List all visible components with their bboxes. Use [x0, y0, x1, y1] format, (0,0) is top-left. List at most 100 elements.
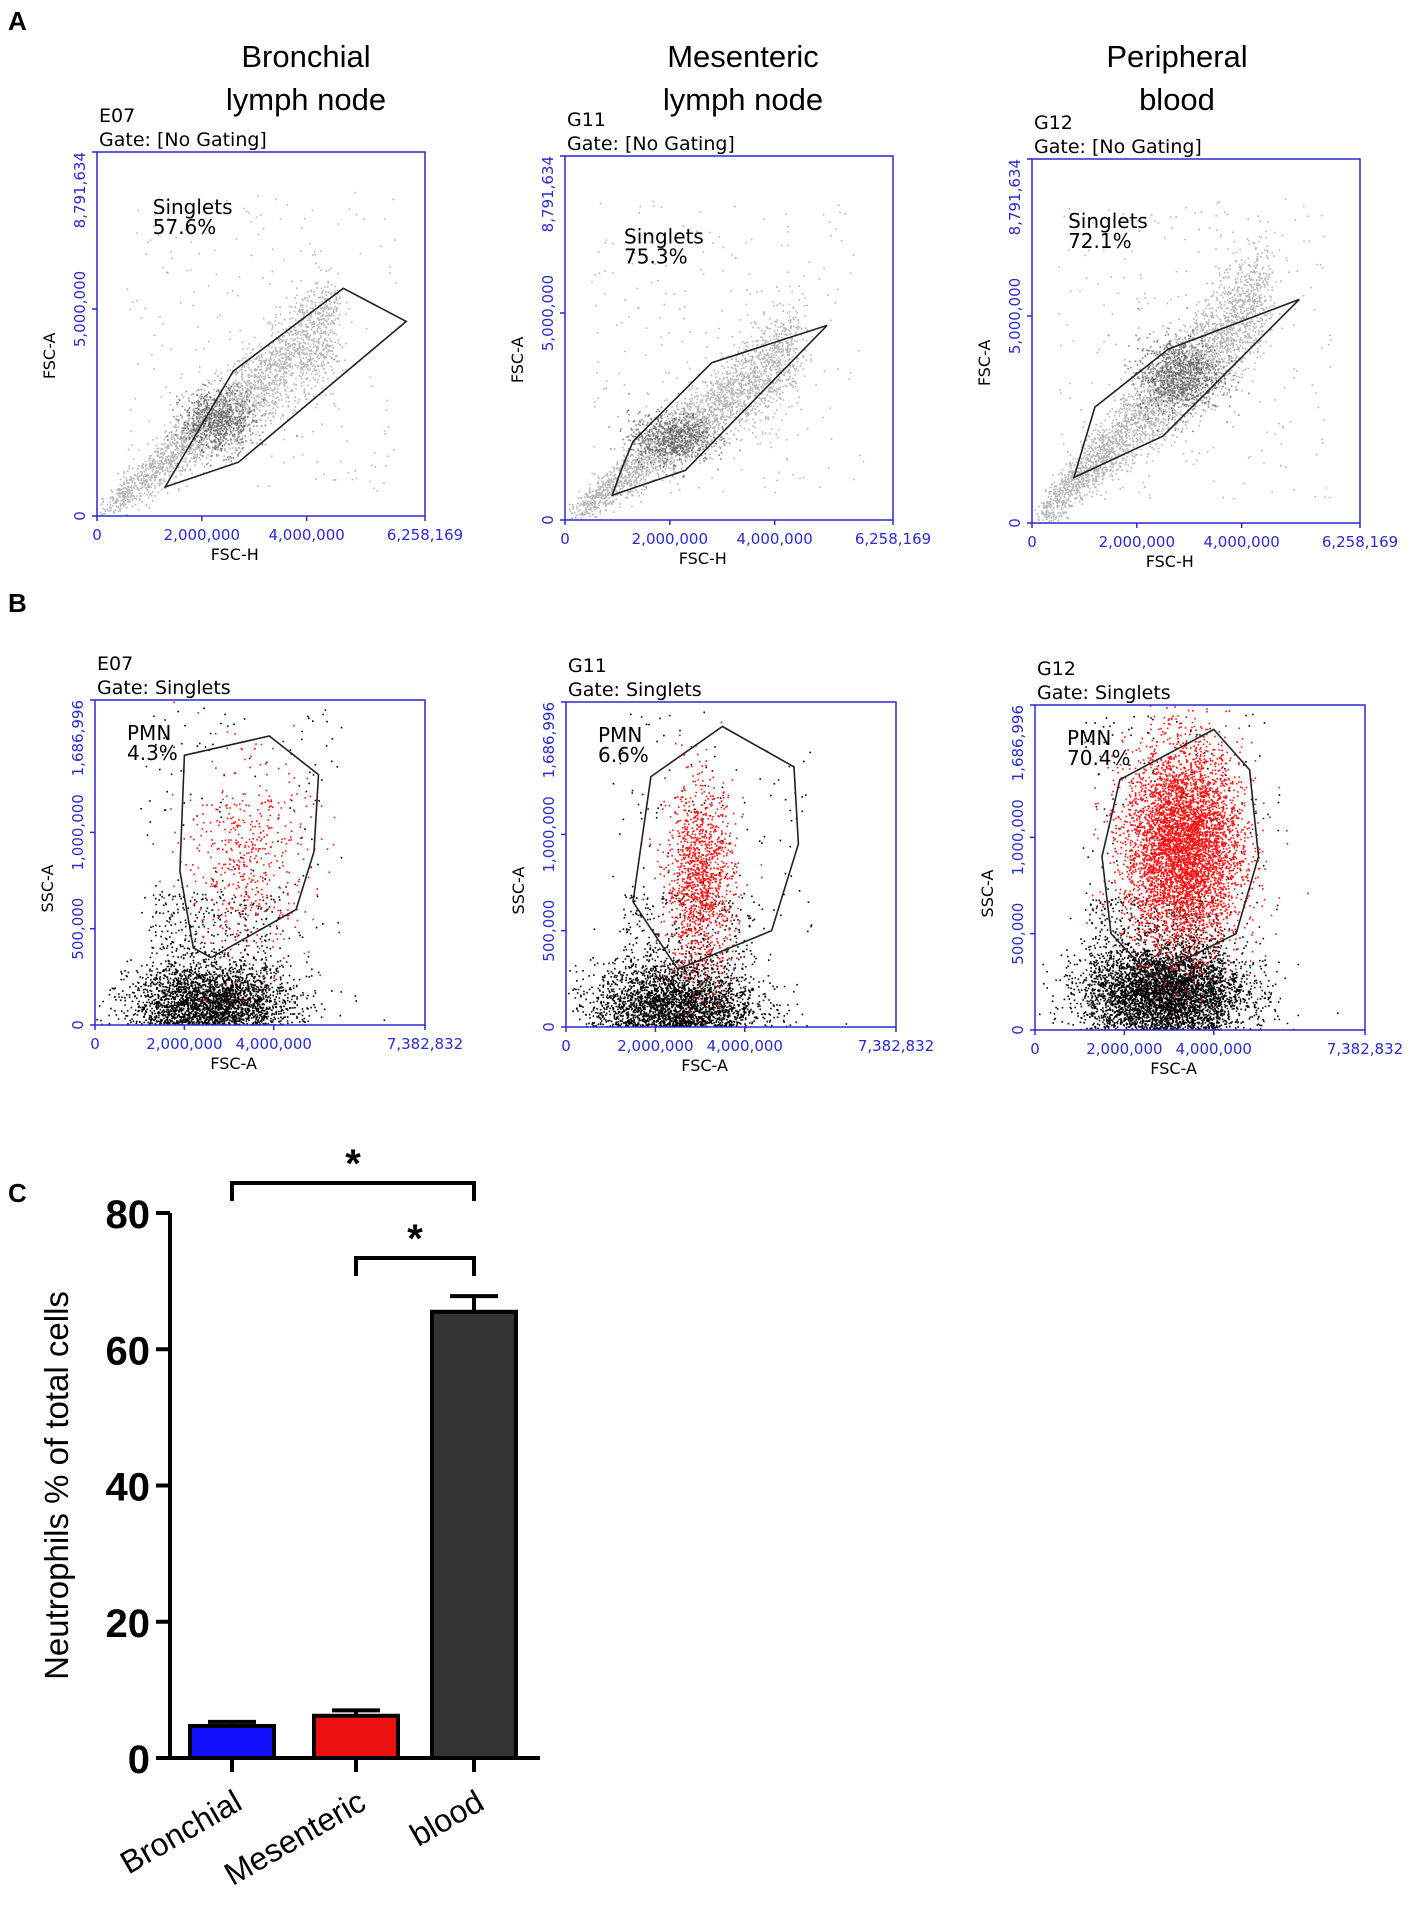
y-tick-label: 0 — [1009, 1025, 1027, 1035]
bar-y-tick-label: 20 — [106, 1602, 151, 1646]
y-tick-label: 0 — [540, 1022, 558, 1032]
x-tick-label: 0 — [90, 1035, 100, 1053]
y-tick-label: 500,000 — [69, 898, 87, 960]
gate-info: Gate: Singlets — [568, 679, 702, 701]
x-tick-label: 2,000,000 — [164, 526, 240, 544]
sample-title-mesenteric-line2: lymph node — [663, 82, 823, 117]
plot-frame — [94, 699, 426, 1026]
bar-y-tick-label: 0 — [128, 1738, 150, 1782]
y-tick-label: 1,686,996 — [1009, 705, 1027, 781]
sample-title-peripheral-line1: Peripheral — [1106, 39, 1247, 74]
x-tick-label: 7,382,832 — [1327, 1040, 1403, 1058]
pmn-events — [649, 721, 763, 1024]
y-tick-label: 1,686,996 — [540, 702, 558, 778]
gate-polygon — [179, 735, 320, 959]
gate-polygon — [1101, 728, 1260, 978]
plot-frame — [565, 701, 897, 1028]
x-axis-label: FSC-H — [679, 549, 727, 568]
gray-events — [1034, 198, 1332, 523]
gate-polygon — [610, 324, 828, 497]
event-cloud — [97, 191, 397, 516]
sample-title-bronchial: Bronchial lymph node — [226, 39, 386, 117]
gate-name: PMN — [598, 723, 642, 747]
x-tick-label: 0 — [92, 526, 102, 544]
significance-marker: * — [407, 1217, 423, 1261]
bar-y-tick-label: 60 — [106, 1329, 151, 1373]
bar-blood — [430, 1309, 518, 1760]
y-tick-label: 0 — [539, 515, 557, 525]
gate-info: Gate: Singlets — [97, 677, 231, 699]
event-cloud — [568, 711, 848, 1027]
x-tick-label: 0 — [1027, 533, 1037, 551]
sample-id: E07 — [97, 653, 133, 675]
sample-id: G12 — [1037, 658, 1076, 680]
x-axis-label: FSC-A — [210, 1054, 257, 1073]
x-tick-label: 4,000,000 — [736, 530, 812, 548]
gate-name: Singlets — [624, 224, 704, 248]
y-tick-label: 5,000,000 — [1006, 278, 1024, 354]
event-cloud — [1034, 198, 1332, 523]
bar-bronchial — [188, 1723, 276, 1760]
significance-bracket — [230, 1181, 476, 1201]
x-tick-label: 2,000,000 — [1099, 533, 1175, 551]
sample-id: G11 — [567, 109, 606, 131]
event-cloud — [1039, 705, 1339, 1030]
gate-percent: 57.6% — [153, 215, 217, 239]
gate-polygon — [1072, 298, 1300, 479]
bar-x-tick-label: blood — [404, 1783, 490, 1853]
plot-frame — [564, 155, 894, 521]
event-cloud — [568, 200, 865, 520]
x-tick-label: 6,258,169 — [855, 530, 931, 548]
x-tick-label: 4,000,000 — [236, 1035, 312, 1053]
event-cloud — [96, 701, 386, 1025]
panel-label-a: A — [8, 6, 27, 36]
y-tick-label: 0 — [71, 511, 89, 521]
y-tick-label: 500,000 — [540, 900, 558, 962]
sample-title-mesenteric-line1: Mesenteric — [667, 39, 819, 74]
plot-frame — [1034, 704, 1366, 1031]
gray-events — [97, 191, 397, 516]
sample-title-peripheral: Peripheral blood — [1106, 39, 1247, 117]
y-tick-label: 1,000,000 — [540, 796, 558, 872]
x-tick-label: 6,258,169 — [387, 526, 463, 544]
sample-title-mesenteric: Mesenteric lymph node — [663, 39, 823, 117]
black-events — [96, 707, 386, 1025]
sample-title-bronchial-line1: Bronchial — [241, 39, 370, 74]
y-tick-label: 1,000,000 — [69, 794, 87, 870]
gate-polygon — [632, 725, 800, 971]
x-axis-label: FSC-H — [211, 545, 259, 564]
x-tick-label: 2,000,000 — [1086, 1040, 1162, 1058]
plot-frame — [1031, 158, 1361, 524]
sample-id: G12 — [1034, 112, 1073, 134]
y-axis-label: SSC-A — [978, 870, 997, 918]
dense-core-events — [1107, 307, 1250, 433]
gate-percent: 6.6% — [598, 743, 649, 767]
y-tick-label: 0 — [1006, 518, 1024, 528]
pmn-events — [1084, 705, 1309, 1018]
x-tick-label: 2,000,000 — [617, 1037, 693, 1055]
x-tick-label: 6,258,169 — [1322, 533, 1398, 551]
sample-id: E07 — [99, 105, 135, 127]
panel-label-b: B — [8, 588, 27, 618]
gate-name: PMN — [127, 721, 171, 745]
bar-y-axis-label: Neutrophils % of total cells — [38, 1291, 75, 1680]
y-tick-label: 1,686,996 — [69, 700, 87, 776]
y-axis-label: SSC-A — [38, 865, 57, 913]
panel-label-c: C — [8, 1178, 27, 1208]
x-tick-label: 4,000,000 — [1176, 1040, 1252, 1058]
y-tick-label: 1,000,000 — [1009, 799, 1027, 875]
x-tick-label: 4,000,000 — [1203, 533, 1279, 551]
black-events — [1039, 713, 1339, 1030]
y-tick-label: 8,791,634 — [71, 152, 89, 228]
bar-y-tick-label: 40 — [106, 1466, 151, 1510]
gate-percent: 4.3% — [127, 741, 178, 765]
gate-name: Singlets — [1068, 209, 1148, 233]
x-tick-label: 7,382,832 — [858, 1037, 934, 1055]
y-axis-label: FSC-A — [508, 336, 527, 383]
